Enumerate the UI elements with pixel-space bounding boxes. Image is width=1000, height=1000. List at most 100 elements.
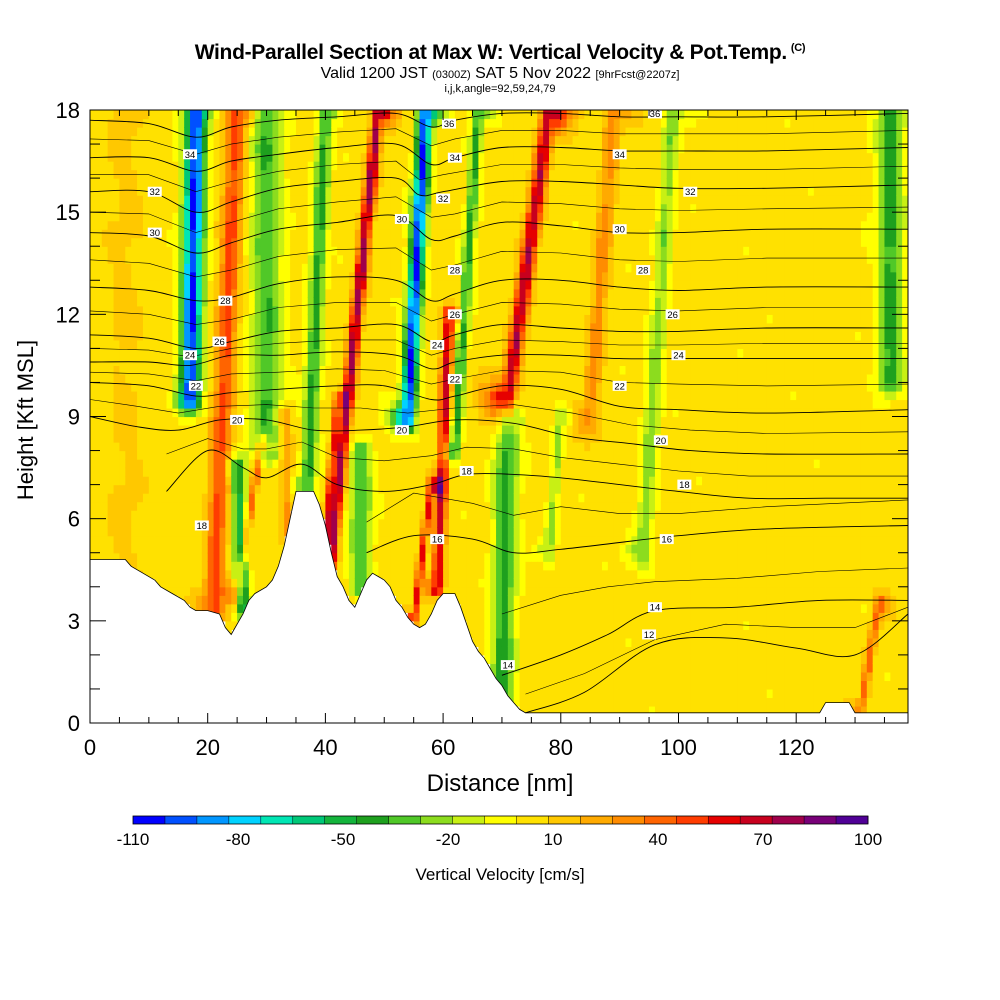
velocity-cell	[560, 586, 568, 596]
velocity-cell	[372, 263, 379, 273]
velocity-cell	[507, 373, 515, 384]
velocity-cell	[207, 135, 215, 145]
velocity-cell	[501, 110, 509, 120]
velocity-cell	[578, 416, 585, 426]
velocity-cell	[278, 314, 285, 324]
velocity-cell	[566, 671, 574, 682]
velocity-cell	[95, 544, 103, 554]
velocity-cell	[572, 373, 580, 384]
velocity-cell	[560, 697, 568, 707]
velocity-cell	[260, 510, 268, 520]
velocity-cell	[549, 510, 556, 520]
velocity-cell	[572, 186, 580, 196]
velocity-cell	[278, 229, 285, 239]
velocity-cell	[401, 305, 409, 315]
velocity-cell	[160, 246, 168, 256]
velocity-cell	[160, 220, 168, 230]
velocity-cell	[137, 322, 144, 332]
velocity-cell	[172, 382, 179, 392]
velocity-cell	[484, 501, 491, 511]
velocity-cell	[237, 161, 244, 171]
velocity-cell	[319, 407, 326, 418]
velocity-cell	[519, 671, 527, 682]
velocity-cell	[543, 127, 550, 137]
velocity-cell	[278, 144, 285, 154]
velocity-cell	[407, 518, 415, 528]
velocity-cell	[95, 450, 103, 460]
velocity-cell	[207, 518, 215, 528]
velocity-cell	[472, 110, 479, 120]
velocity-cell	[360, 186, 368, 196]
velocity-cell	[125, 127, 132, 137]
velocity-cell	[466, 510, 474, 520]
velocity-cell	[160, 407, 168, 418]
velocity-cell	[248, 544, 256, 554]
velocity-cell	[360, 288, 368, 298]
velocity-cell	[572, 246, 580, 256]
velocity-cell	[290, 144, 297, 154]
velocity-cell	[419, 382, 427, 392]
velocity-cell	[101, 442, 109, 452]
velocity-cell	[454, 484, 462, 494]
velocity-cell	[496, 459, 503, 469]
velocity-cell	[184, 203, 191, 213]
velocity-cell	[378, 390, 385, 401]
velocity-cell	[354, 586, 362, 596]
velocity-cell	[307, 144, 315, 154]
velocity-cell	[195, 110, 203, 120]
velocity-cell	[319, 118, 326, 128]
velocity-cell	[137, 127, 144, 137]
velocity-cell	[107, 390, 115, 401]
velocity-cell	[119, 203, 126, 213]
velocity-cell	[390, 365, 397, 375]
velocity-cell	[131, 527, 138, 537]
velocity-cell	[554, 416, 562, 426]
velocity-cell	[543, 620, 550, 630]
velocity-cell	[295, 178, 303, 188]
velocity-cell	[301, 305, 309, 315]
velocity-cell	[360, 178, 368, 188]
velocity-cell	[419, 339, 427, 349]
velocity-cell	[190, 493, 197, 503]
velocity-cell	[172, 373, 179, 384]
velocity-cell	[554, 697, 562, 707]
velocity-cell	[507, 476, 515, 486]
velocity-cell	[231, 127, 238, 137]
velocity-cell	[125, 178, 132, 188]
velocity-cell	[407, 331, 415, 341]
velocity-cell	[566, 229, 574, 239]
velocity-cell	[413, 348, 421, 358]
velocity-cell	[325, 467, 332, 477]
velocity-cell	[531, 586, 538, 596]
velocity-cell	[131, 237, 138, 247]
velocity-cell	[154, 212, 162, 222]
velocity-cell	[260, 459, 268, 469]
velocity-cell	[260, 305, 268, 315]
velocity-cell	[572, 263, 580, 273]
velocity-cell	[219, 390, 226, 401]
velocity-cell	[254, 390, 262, 401]
velocity-cell	[454, 416, 462, 426]
velocity-cell	[407, 612, 415, 622]
velocity-cell	[431, 552, 438, 562]
velocity-cell	[425, 365, 432, 375]
velocity-cell	[413, 501, 421, 511]
velocity-cell	[260, 467, 268, 477]
velocity-cell	[178, 544, 185, 554]
velocity-cell	[407, 110, 415, 120]
velocity-cell	[95, 510, 103, 520]
velocity-cell	[549, 297, 556, 307]
velocity-cell	[225, 118, 232, 128]
velocity-cell	[290, 484, 297, 494]
velocity-cell	[178, 127, 185, 137]
velocity-cell	[254, 561, 262, 571]
velocity-cell	[201, 484, 209, 494]
velocity-cell	[154, 356, 162, 367]
velocity-cell	[137, 476, 144, 486]
velocity-cell	[131, 390, 138, 401]
velocity-cell	[354, 407, 362, 418]
velocity-cell	[413, 416, 421, 426]
velocity-cell	[531, 671, 538, 682]
velocity-cell	[572, 399, 580, 409]
velocity-cell	[525, 527, 532, 537]
